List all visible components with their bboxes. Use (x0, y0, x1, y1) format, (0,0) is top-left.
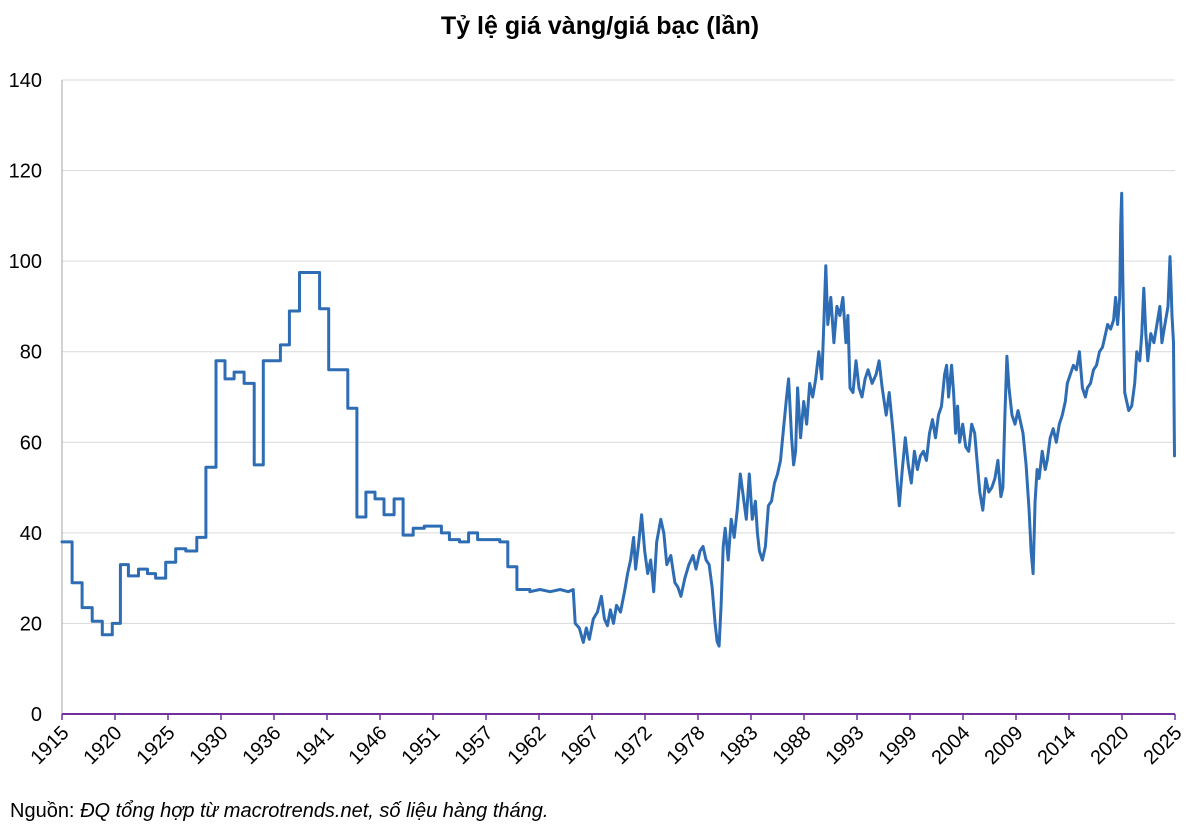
x-tick-label-1936: 1936 (239, 722, 286, 769)
x-tick-label-1915: 1915 (27, 722, 74, 769)
x-tick-label-1962: 1962 (504, 722, 551, 769)
y-tick-label-0: 0 (31, 704, 42, 726)
x-tick-label-1941: 1941 (292, 722, 339, 769)
x-tick-label-2004: 2004 (928, 722, 975, 769)
x-tick-label-2025: 2025 (1140, 722, 1187, 769)
x-tick-label-2014: 2014 (1034, 722, 1081, 769)
y-axis: 0 20 40 60 80 100 120 140 (9, 70, 63, 726)
x-tick-label-1920: 1920 (80, 722, 127, 769)
x-tick-label-1978: 1978 (663, 722, 710, 769)
y-tick-label-20: 20 (20, 613, 42, 635)
y-tick-label-40: 40 (20, 523, 42, 545)
x-tick-label-2020: 2020 (1087, 722, 1134, 769)
x-tick-label-1983: 1983 (716, 722, 763, 769)
x-tick-label-1951: 1951 (398, 722, 445, 769)
x-tick-label-1925: 1925 (133, 722, 180, 769)
x-tick-label-2009: 2009 (981, 722, 1028, 769)
source-text: ĐQ tổng hợp từ macrotrends.net, số liệu … (80, 800, 549, 822)
series-line-0 (60, 191, 1176, 648)
y-tick-label-80: 80 (20, 342, 42, 364)
x-tick-label-1999: 1999 (875, 722, 922, 769)
x-tick-label-1993: 1993 (822, 722, 869, 769)
x-tick-label-1972: 1972 (610, 722, 657, 769)
series-layer (60, 191, 1176, 648)
x-tick-label-1988: 1988 (769, 722, 816, 769)
x-tick-label-1946: 1946 (345, 722, 392, 769)
source-note: Nguồn: ĐQ tổng hợp từ macrotrends.net, s… (10, 800, 548, 823)
y-tick-label-120: 120 (9, 161, 42, 183)
y-tick-label-100: 100 (9, 251, 42, 273)
y-tick-label-60: 60 (20, 432, 42, 454)
source-label: Nguồn: (10, 800, 75, 822)
x-tick-label-1930: 1930 (186, 722, 233, 769)
gridlines (62, 79, 1175, 624)
x-tick-label-1957: 1957 (451, 722, 498, 769)
x-tick-label-1967: 1967 (557, 722, 604, 769)
x-axis: 1915 1920 1925 1930 1936 1941 1946 1951 1957 1962… (27, 713, 1187, 769)
y-tick-label-140: 140 (9, 70, 42, 92)
chart-title: Tỷ lệ giá vàng/giá bạc (lần) (440, 12, 760, 40)
